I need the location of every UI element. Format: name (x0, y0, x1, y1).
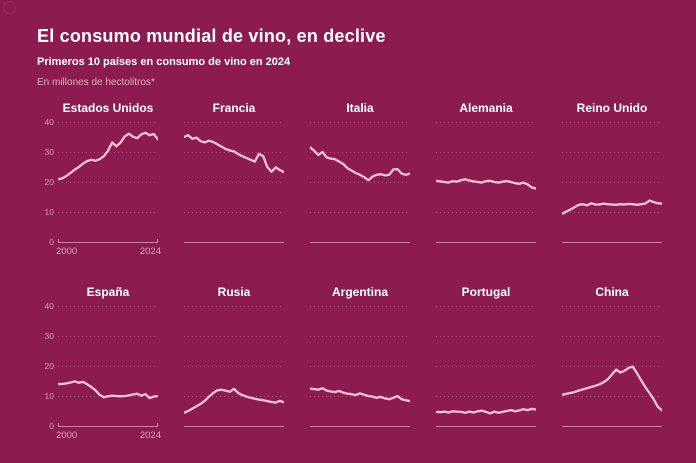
data-line (58, 131, 158, 181)
line-chart-svg (562, 306, 662, 427)
line-chart-svg (184, 306, 284, 427)
data-line (436, 178, 536, 190)
data-line (58, 380, 158, 400)
line-chart-svg (58, 306, 158, 427)
chart-title: Francia (212, 101, 256, 115)
x-tick-label-start: 2000 (56, 246, 78, 257)
agency-watermark-icon (3, 1, 16, 14)
line-chart-svg (184, 122, 284, 243)
y-tick-label: 40 (44, 301, 54, 311)
y-tick-label: 0 (49, 237, 54, 247)
plot-area: 40 30 20 10 0 2000 2024 (45, 302, 161, 442)
charts-row-top: Estados Unidos 40 30 20 10 0 2000 2024 Francia It… (45, 101, 662, 258)
data-line (562, 199, 662, 215)
y-tick-label: 20 (44, 361, 54, 371)
country-chart-rusia: Rusia (184, 285, 284, 428)
y-tick-label: 30 (44, 147, 54, 157)
line-chart-svg (58, 122, 158, 243)
y-tick-label: 10 (44, 207, 54, 217)
country-chart-portugal: Portugal (436, 285, 536, 428)
chart-title: Rusia (217, 285, 251, 299)
y-tick-label: 40 (44, 117, 54, 127)
country-chart-argentina: Argentina (310, 285, 410, 428)
unit-note: En millones de hectolitros* (37, 77, 155, 88)
chart-header: El consumo mundial de vino, en declive P… (37, 26, 386, 88)
chart-title: Portugal (461, 285, 511, 299)
x-tick-label-start: 2000 (56, 430, 78, 441)
chart-title: Reino Unido (576, 101, 648, 115)
plot-area (310, 122, 410, 244)
data-line (310, 146, 410, 182)
chart-title: España (86, 285, 130, 299)
page-title: El consumo mundial de vino, en declive (37, 26, 386, 46)
y-tick-label: 20 (44, 177, 54, 187)
line-chart-svg (436, 306, 536, 427)
chart-title: Italia (346, 101, 374, 115)
country-chart-estados-unidos: Estados Unidos 40 30 20 10 0 2000 2024 (45, 101, 161, 258)
country-chart-francia: Francia (184, 101, 284, 244)
y-tick-label: 10 (44, 391, 54, 401)
plot-area (310, 306, 410, 428)
line-chart-svg (310, 122, 410, 243)
country-chart-espana: España 40 30 20 10 0 2000 2024 (45, 285, 161, 442)
charts-row-bottom: España 40 30 20 10 0 2000 2024 Rusia Argentina Por… (45, 285, 662, 442)
x-tick-label-end: 2024 (139, 430, 161, 441)
chart-title: Estados Unidos (62, 101, 154, 115)
plot-area (184, 306, 284, 428)
data-line (184, 387, 284, 414)
plot-area (436, 122, 536, 244)
data-line (562, 365, 662, 412)
chart-title: Alemania (459, 101, 513, 115)
plot-area (562, 306, 662, 428)
plot-area (184, 122, 284, 244)
x-tick-label-end: 2024 (139, 246, 161, 257)
data-line (436, 407, 536, 415)
line-chart-svg (562, 122, 662, 243)
y-tick-label: 30 (44, 331, 54, 341)
country-chart-reino-unido: Reino Unido (562, 101, 662, 244)
plot-area (562, 122, 662, 244)
data-line (184, 134, 284, 174)
plot-area (436, 306, 536, 428)
line-chart-svg (436, 122, 536, 243)
plot-area: 40 30 20 10 0 2000 2024 (45, 118, 161, 258)
country-chart-italia: Italia (310, 101, 410, 244)
country-chart-china: China (562, 285, 662, 428)
data-line (310, 387, 410, 403)
chart-subtitle: Primeros 10 países en consumo de vino en… (37, 56, 291, 68)
line-chart-svg (310, 306, 410, 427)
chart-title: China (595, 285, 629, 299)
chart-title: Argentina (331, 285, 388, 299)
country-chart-alemania: Alemania (436, 101, 536, 244)
y-tick-label: 0 (49, 421, 54, 431)
